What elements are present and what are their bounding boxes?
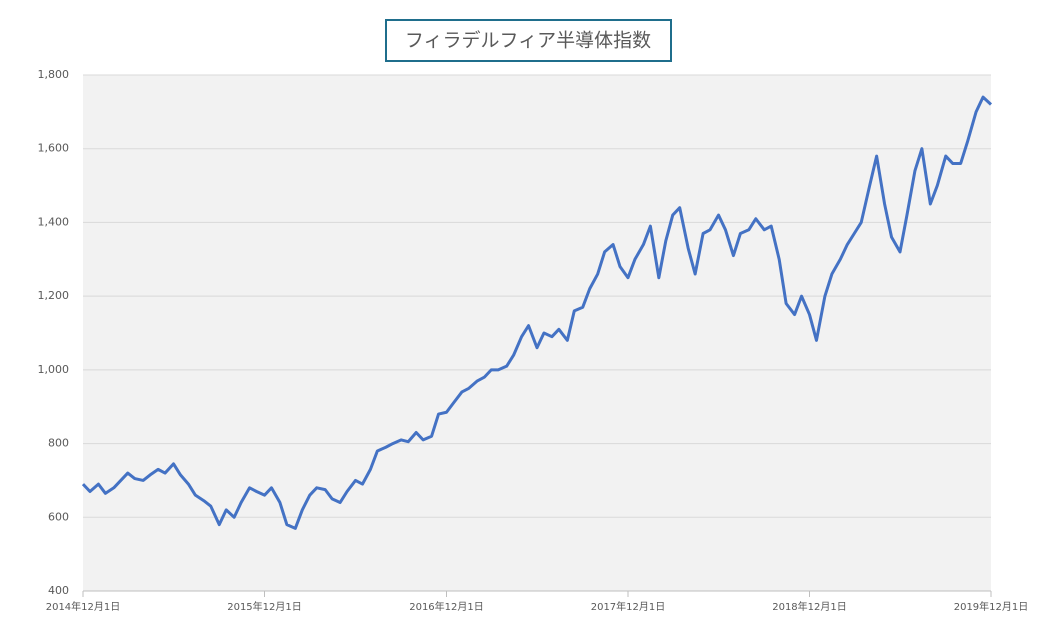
x-tick-label: 2017年12月1日 — [591, 600, 666, 613]
y-tick-label: 1,000 — [38, 363, 70, 376]
y-tick-label: 800 — [48, 437, 69, 450]
title-box — [385, 19, 672, 62]
x-tick-label: 2016年12月1日 — [409, 600, 484, 613]
x-tick-label: 2019年12月1日 — [954, 600, 1029, 613]
y-tick-label: 1,200 — [38, 289, 70, 302]
x-tick-label: 2018年12月1日 — [772, 600, 847, 613]
y-tick-label: 600 — [48, 510, 69, 523]
y-tick-label: 1,800 — [38, 68, 70, 81]
y-tick-label: 400 — [48, 584, 69, 597]
y-tick-label: 1,400 — [38, 215, 70, 228]
plot-area — [83, 75, 991, 591]
chart-title: フィラデルフィア半導体指数 — [405, 30, 651, 52]
line-series — [81, 95, 993, 530]
y-tick-label: 1,600 — [38, 142, 70, 155]
x-tick-label: 2014年12月1日 — [46, 600, 121, 613]
x-tick-label: 2015年12月1日 — [227, 600, 302, 613]
